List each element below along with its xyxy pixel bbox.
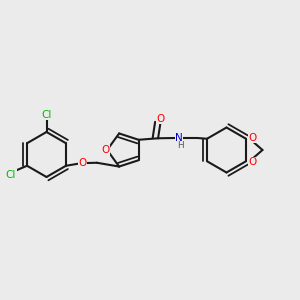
Text: N: N <box>175 133 183 143</box>
Text: Cl: Cl <box>41 110 52 120</box>
Text: Cl: Cl <box>6 170 16 180</box>
Text: O: O <box>79 158 87 168</box>
Text: O: O <box>248 157 257 167</box>
Text: O: O <box>248 133 257 143</box>
Text: O: O <box>156 114 165 124</box>
Text: H: H <box>177 141 184 150</box>
Text: O: O <box>101 145 110 155</box>
